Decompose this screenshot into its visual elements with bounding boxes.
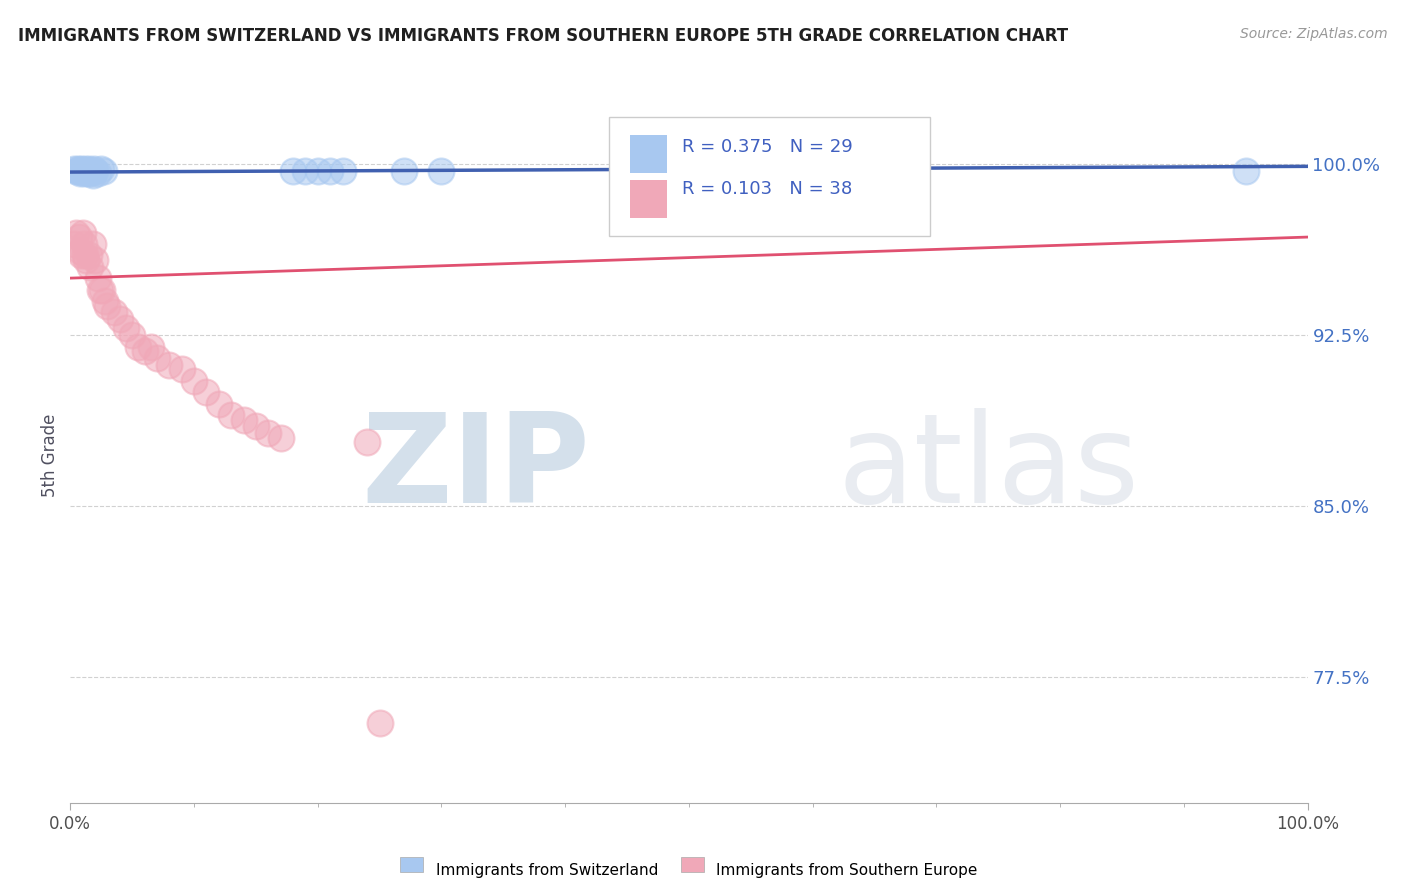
- Point: [430, 164, 453, 178]
- Text: ZIP: ZIP: [361, 409, 591, 529]
- Point: [94, 293, 117, 308]
- Point: [219, 408, 242, 422]
- Point: [146, 351, 169, 365]
- Point: [84, 164, 107, 178]
- Point: [863, 164, 886, 178]
- Point: [67, 230, 90, 244]
- Point: [76, 166, 98, 180]
- Point: [332, 164, 354, 178]
- Point: [70, 248, 93, 262]
- Text: atlas: atlas: [838, 409, 1139, 529]
- Bar: [630, 135, 666, 173]
- Point: [73, 236, 96, 251]
- Point: [368, 715, 391, 730]
- Point: [270, 431, 292, 445]
- Point: [75, 248, 97, 262]
- Text: Source: ZipAtlas.com: Source: ZipAtlas.com: [1240, 27, 1388, 41]
- Point: [108, 312, 131, 326]
- Point: [170, 362, 193, 376]
- Point: [127, 340, 149, 354]
- Point: [139, 340, 162, 354]
- Point: [79, 164, 101, 178]
- Point: [75, 164, 97, 178]
- Point: [86, 271, 108, 285]
- Text: R = 0.103   N = 38: R = 0.103 N = 38: [682, 180, 852, 198]
- Point: [394, 164, 416, 178]
- Y-axis label: 5th Grade: 5th Grade: [41, 413, 59, 497]
- Point: [115, 321, 138, 335]
- Point: [195, 385, 218, 400]
- Point: [65, 164, 87, 178]
- Point: [1234, 164, 1257, 178]
- Point: [134, 344, 156, 359]
- Point: [69, 166, 91, 180]
- Point: [294, 164, 316, 178]
- Point: [80, 166, 103, 180]
- Point: [183, 374, 205, 388]
- Point: [77, 161, 100, 176]
- Point: [82, 169, 104, 183]
- Bar: [630, 180, 666, 219]
- Point: [90, 161, 112, 176]
- Point: [157, 358, 180, 372]
- Point: [72, 164, 94, 178]
- Point: [75, 252, 97, 267]
- Point: [93, 164, 115, 178]
- Point: [307, 164, 329, 178]
- Point: [83, 161, 105, 176]
- Point: [91, 283, 114, 297]
- Point: [63, 236, 86, 251]
- Point: [89, 283, 111, 297]
- Text: R = 0.375   N = 29: R = 0.375 N = 29: [682, 138, 852, 156]
- Point: [208, 396, 231, 410]
- Point: [73, 166, 96, 180]
- Point: [82, 236, 104, 251]
- Point: [77, 248, 100, 262]
- Point: [281, 164, 304, 178]
- Point: [66, 161, 89, 176]
- Point: [245, 419, 267, 434]
- Point: [121, 328, 143, 343]
- Point: [70, 161, 93, 176]
- Point: [65, 226, 87, 240]
- Point: [67, 164, 90, 178]
- Point: [72, 226, 94, 240]
- Point: [86, 166, 108, 180]
- Point: [103, 305, 125, 319]
- Point: [257, 426, 280, 441]
- Text: IMMIGRANTS FROM SWITZERLAND VS IMMIGRANTS FROM SOUTHERN EUROPE 5TH GRADE CORRELA: IMMIGRANTS FROM SWITZERLAND VS IMMIGRANT…: [18, 27, 1069, 45]
- Point: [75, 161, 97, 176]
- Point: [356, 435, 378, 450]
- Point: [232, 412, 254, 426]
- FancyBboxPatch shape: [609, 118, 931, 235]
- Point: [79, 260, 101, 274]
- Point: [69, 244, 91, 258]
- Point: [319, 164, 342, 178]
- Legend: Immigrants from Switzerland, Immigrants from Southern Europe: Immigrants from Switzerland, Immigrants …: [392, 855, 986, 886]
- Point: [96, 298, 118, 312]
- Point: [84, 252, 107, 267]
- Point: [63, 161, 86, 176]
